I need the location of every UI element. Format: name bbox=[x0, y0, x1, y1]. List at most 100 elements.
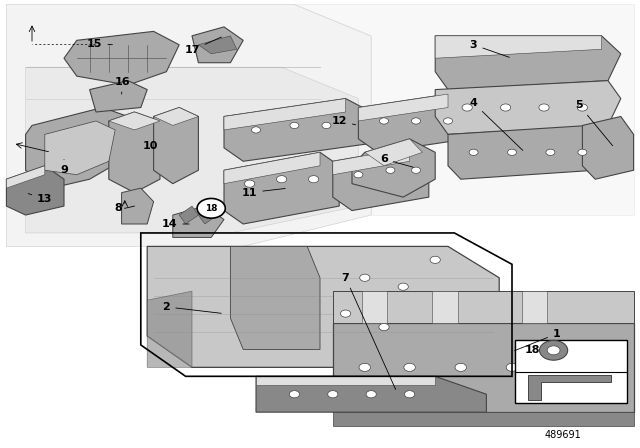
Polygon shape bbox=[64, 31, 179, 85]
Polygon shape bbox=[256, 376, 435, 385]
Text: 14: 14 bbox=[162, 219, 189, 229]
Polygon shape bbox=[448, 125, 608, 179]
Circle shape bbox=[354, 172, 363, 178]
Circle shape bbox=[252, 127, 260, 133]
Polygon shape bbox=[358, 94, 467, 152]
Circle shape bbox=[366, 391, 376, 398]
Polygon shape bbox=[432, 291, 458, 323]
Text: 2: 2 bbox=[163, 302, 221, 313]
Circle shape bbox=[322, 122, 331, 129]
Text: 18: 18 bbox=[205, 204, 218, 213]
Circle shape bbox=[412, 167, 420, 173]
Polygon shape bbox=[230, 246, 320, 349]
Circle shape bbox=[455, 363, 467, 371]
Polygon shape bbox=[154, 108, 198, 125]
Text: 10: 10 bbox=[143, 141, 158, 151]
Polygon shape bbox=[224, 152, 320, 184]
Polygon shape bbox=[173, 206, 224, 237]
Circle shape bbox=[340, 310, 351, 317]
Circle shape bbox=[500, 104, 511, 111]
Polygon shape bbox=[352, 139, 435, 197]
Circle shape bbox=[444, 118, 452, 124]
Polygon shape bbox=[435, 36, 621, 90]
Bar bbox=[515, 340, 627, 403]
Polygon shape bbox=[333, 148, 410, 175]
Circle shape bbox=[546, 149, 555, 155]
Circle shape bbox=[359, 363, 371, 371]
Text: 13: 13 bbox=[28, 194, 52, 204]
Circle shape bbox=[508, 149, 516, 155]
Text: 4: 4 bbox=[470, 98, 523, 151]
Text: 1: 1 bbox=[515, 329, 561, 351]
Polygon shape bbox=[26, 67, 358, 233]
Circle shape bbox=[360, 274, 370, 281]
Polygon shape bbox=[109, 112, 160, 130]
Polygon shape bbox=[109, 112, 160, 193]
Polygon shape bbox=[435, 36, 602, 58]
Circle shape bbox=[578, 149, 587, 155]
Circle shape bbox=[539, 104, 549, 111]
Circle shape bbox=[308, 176, 319, 183]
Circle shape bbox=[577, 104, 588, 111]
Polygon shape bbox=[26, 108, 128, 188]
Text: 489691: 489691 bbox=[545, 430, 582, 439]
Text: 18: 18 bbox=[525, 345, 540, 355]
Polygon shape bbox=[522, 291, 547, 323]
Circle shape bbox=[462, 104, 472, 111]
Polygon shape bbox=[6, 166, 45, 188]
Circle shape bbox=[404, 363, 415, 371]
Text: 12: 12 bbox=[332, 116, 356, 126]
Polygon shape bbox=[45, 121, 115, 175]
Polygon shape bbox=[582, 116, 634, 179]
Polygon shape bbox=[362, 291, 387, 323]
Circle shape bbox=[380, 118, 388, 124]
Circle shape bbox=[547, 346, 560, 355]
Circle shape bbox=[398, 283, 408, 290]
Polygon shape bbox=[224, 99, 346, 130]
Circle shape bbox=[506, 363, 518, 371]
Text: 5: 5 bbox=[575, 100, 612, 146]
Text: 17: 17 bbox=[184, 37, 221, 55]
Circle shape bbox=[557, 363, 569, 371]
Circle shape bbox=[602, 363, 614, 371]
Circle shape bbox=[276, 176, 287, 183]
Circle shape bbox=[290, 122, 299, 129]
Text: 9: 9 bbox=[60, 159, 68, 175]
Polygon shape bbox=[147, 246, 499, 367]
Polygon shape bbox=[6, 4, 371, 246]
Text: 15: 15 bbox=[87, 39, 113, 49]
Circle shape bbox=[430, 256, 440, 263]
Text: 7: 7 bbox=[342, 273, 396, 389]
Polygon shape bbox=[224, 152, 339, 224]
Text: 16: 16 bbox=[115, 77, 131, 94]
Polygon shape bbox=[528, 375, 611, 400]
Circle shape bbox=[197, 198, 225, 218]
Polygon shape bbox=[358, 94, 448, 121]
Polygon shape bbox=[294, 4, 634, 215]
Polygon shape bbox=[198, 36, 237, 54]
Polygon shape bbox=[435, 81, 621, 134]
Polygon shape bbox=[333, 323, 634, 412]
Circle shape bbox=[244, 180, 255, 187]
Circle shape bbox=[412, 118, 420, 124]
Polygon shape bbox=[256, 376, 486, 412]
Circle shape bbox=[289, 391, 300, 398]
Text: 8: 8 bbox=[115, 203, 122, 213]
Polygon shape bbox=[198, 206, 218, 224]
Polygon shape bbox=[6, 166, 64, 215]
Text: 6: 6 bbox=[380, 154, 413, 167]
Polygon shape bbox=[333, 412, 634, 426]
Circle shape bbox=[379, 323, 389, 331]
Polygon shape bbox=[333, 291, 634, 323]
Polygon shape bbox=[147, 291, 192, 367]
Polygon shape bbox=[192, 27, 243, 63]
Polygon shape bbox=[90, 81, 147, 112]
Circle shape bbox=[540, 340, 568, 360]
Circle shape bbox=[386, 167, 395, 173]
Polygon shape bbox=[224, 99, 371, 161]
Polygon shape bbox=[179, 206, 198, 224]
Circle shape bbox=[469, 149, 478, 155]
Polygon shape bbox=[365, 139, 422, 166]
Circle shape bbox=[404, 391, 415, 398]
Polygon shape bbox=[154, 108, 198, 184]
